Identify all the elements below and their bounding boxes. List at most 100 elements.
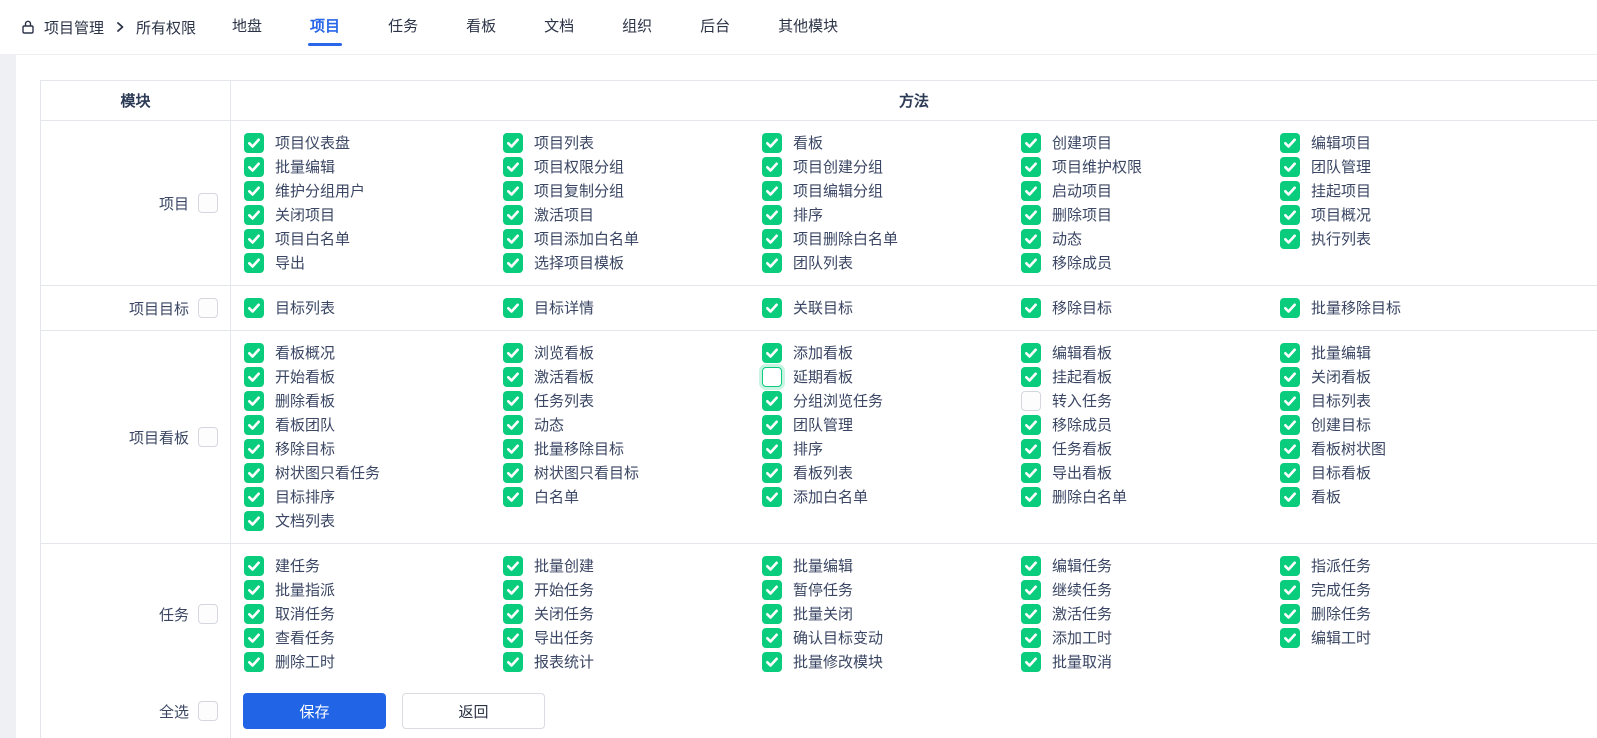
save-button[interactable]: 保存 bbox=[243, 693, 386, 729]
permission-item[interactable]: 添加工时 bbox=[1021, 626, 1280, 650]
permission-item[interactable]: 任务看板 bbox=[1021, 437, 1280, 461]
checkbox-icon[interactable] bbox=[1280, 181, 1300, 201]
permission-item[interactable]: 激活看板 bbox=[503, 365, 762, 389]
permission-item[interactable]: 团队列表 bbox=[762, 251, 1021, 275]
permission-item[interactable]: 移除成员 bbox=[1021, 251, 1280, 275]
permission-item[interactable]: 执行列表 bbox=[1280, 227, 1539, 251]
permission-item[interactable]: 项目创建分组 bbox=[762, 155, 1021, 179]
permission-item[interactable]: 项目编辑分组 bbox=[762, 179, 1021, 203]
checkbox-icon[interactable] bbox=[762, 487, 782, 507]
permission-item[interactable]: 开始任务 bbox=[503, 578, 762, 602]
checkbox-icon[interactable] bbox=[244, 181, 264, 201]
checkbox-icon[interactable] bbox=[1021, 652, 1041, 672]
permission-item[interactable]: 批量编辑 bbox=[244, 155, 503, 179]
checkbox-icon[interactable] bbox=[244, 391, 264, 411]
checkbox-icon[interactable] bbox=[1280, 133, 1300, 153]
nav-tab-文档[interactable]: 文档 bbox=[544, 17, 575, 35]
module-checkbox[interactable] bbox=[198, 604, 218, 624]
permission-item[interactable]: 批量创建 bbox=[503, 554, 762, 578]
permission-item[interactable]: 项目复制分组 bbox=[503, 179, 762, 203]
checkbox-icon[interactable] bbox=[762, 580, 782, 600]
permission-item[interactable]: 项目白名单 bbox=[244, 227, 503, 251]
checkbox-icon[interactable] bbox=[762, 253, 782, 273]
permission-item[interactable]: 删除任务 bbox=[1280, 602, 1539, 626]
permission-item[interactable]: 编辑工时 bbox=[1280, 626, 1539, 650]
permission-item[interactable]: 批量移除目标 bbox=[503, 437, 762, 461]
checkbox-icon[interactable] bbox=[762, 391, 782, 411]
checkbox-icon[interactable] bbox=[1021, 253, 1041, 273]
permission-item[interactable]: 团队管理 bbox=[1280, 155, 1539, 179]
nav-tab-看板[interactable]: 看板 bbox=[466, 17, 497, 35]
select-all-checkbox[interactable] bbox=[198, 701, 218, 721]
permission-item[interactable]: 导出任务 bbox=[503, 626, 762, 650]
permission-item[interactable]: 目标列表 bbox=[244, 296, 503, 320]
checkbox-icon[interactable] bbox=[503, 343, 523, 363]
checkbox-icon[interactable] bbox=[762, 133, 782, 153]
checkbox-icon[interactable] bbox=[1280, 367, 1300, 387]
permission-item[interactable]: 取消任务 bbox=[244, 602, 503, 626]
checkbox-icon[interactable] bbox=[762, 463, 782, 483]
checkbox-icon[interactable] bbox=[1021, 343, 1041, 363]
checkbox-icon[interactable] bbox=[503, 367, 523, 387]
checkbox-icon[interactable] bbox=[503, 253, 523, 273]
checkbox-icon[interactable] bbox=[244, 628, 264, 648]
checkbox-icon[interactable] bbox=[244, 367, 264, 387]
permission-item[interactable]: 看板 bbox=[762, 131, 1021, 155]
checkbox-icon[interactable] bbox=[503, 298, 523, 318]
checkbox-icon[interactable] bbox=[503, 487, 523, 507]
checkbox-icon[interactable] bbox=[1021, 439, 1041, 459]
checkbox-icon[interactable] bbox=[244, 205, 264, 225]
checkbox-icon[interactable] bbox=[762, 628, 782, 648]
permission-item[interactable]: 目标看板 bbox=[1280, 461, 1539, 485]
checkbox-icon[interactable] bbox=[1280, 604, 1300, 624]
checkbox-icon[interactable] bbox=[1280, 628, 1300, 648]
permission-item[interactable]: 项目列表 bbox=[503, 131, 762, 155]
module-checkbox[interactable] bbox=[198, 298, 218, 318]
checkbox-icon[interactable] bbox=[1280, 205, 1300, 225]
checkbox-icon[interactable] bbox=[1021, 229, 1041, 249]
checkbox-icon[interactable] bbox=[762, 157, 782, 177]
checkbox-icon[interactable] bbox=[503, 415, 523, 435]
breadcrumb-current[interactable]: 所有权限 bbox=[136, 19, 197, 37]
permission-item[interactable]: 目标详情 bbox=[503, 296, 762, 320]
checkbox-icon[interactable] bbox=[503, 181, 523, 201]
permission-item[interactable]: 启动项目 bbox=[1021, 179, 1280, 203]
checkbox-icon[interactable] bbox=[1021, 463, 1041, 483]
permission-item[interactable]: 关闭看板 bbox=[1280, 365, 1539, 389]
permission-item[interactable]: 看板树状图 bbox=[1280, 437, 1539, 461]
permission-item[interactable]: 看板团队 bbox=[244, 413, 503, 437]
permission-item[interactable]: 树状图只看任务 bbox=[244, 461, 503, 485]
back-button[interactable]: 返回 bbox=[402, 693, 545, 729]
permission-item[interactable]: 分组浏览任务 bbox=[762, 389, 1021, 413]
permission-item[interactable]: 导出 bbox=[244, 251, 503, 275]
permission-item[interactable]: 项目添加白名单 bbox=[503, 227, 762, 251]
checkbox-icon[interactable] bbox=[762, 367, 782, 387]
checkbox-icon[interactable] bbox=[244, 604, 264, 624]
permission-item[interactable]: 移除目标 bbox=[1021, 296, 1280, 320]
checkbox-icon[interactable] bbox=[503, 580, 523, 600]
permission-item[interactable]: 报表统计 bbox=[503, 650, 762, 674]
permission-item[interactable]: 动态 bbox=[1021, 227, 1280, 251]
checkbox-icon[interactable] bbox=[1021, 133, 1041, 153]
nav-tab-地盘[interactable]: 地盘 bbox=[232, 17, 263, 35]
permission-item[interactable]: 删除工时 bbox=[244, 650, 503, 674]
permission-item[interactable]: 删除项目 bbox=[1021, 203, 1280, 227]
permission-item[interactable]: 指派任务 bbox=[1280, 554, 1539, 578]
permission-item[interactable]: 挂起看板 bbox=[1021, 365, 1280, 389]
checkbox-icon[interactable] bbox=[503, 205, 523, 225]
module-checkbox[interactable] bbox=[198, 427, 218, 447]
permission-item[interactable]: 开始看板 bbox=[244, 365, 503, 389]
checkbox-icon[interactable] bbox=[1280, 298, 1300, 318]
permission-item[interactable]: 关闭项目 bbox=[244, 203, 503, 227]
permission-item[interactable]: 激活任务 bbox=[1021, 602, 1280, 626]
checkbox-icon[interactable] bbox=[1021, 181, 1041, 201]
permission-item[interactable]: 排序 bbox=[762, 437, 1021, 461]
checkbox-icon[interactable] bbox=[503, 652, 523, 672]
permission-item[interactable]: 排序 bbox=[762, 203, 1021, 227]
checkbox-icon[interactable] bbox=[244, 463, 264, 483]
permission-item[interactable]: 看板列表 bbox=[762, 461, 1021, 485]
permission-item[interactable]: 创建项目 bbox=[1021, 131, 1280, 155]
checkbox-icon[interactable] bbox=[1021, 367, 1041, 387]
nav-tab-组织[interactable]: 组织 bbox=[622, 17, 653, 35]
checkbox-icon[interactable] bbox=[244, 439, 264, 459]
